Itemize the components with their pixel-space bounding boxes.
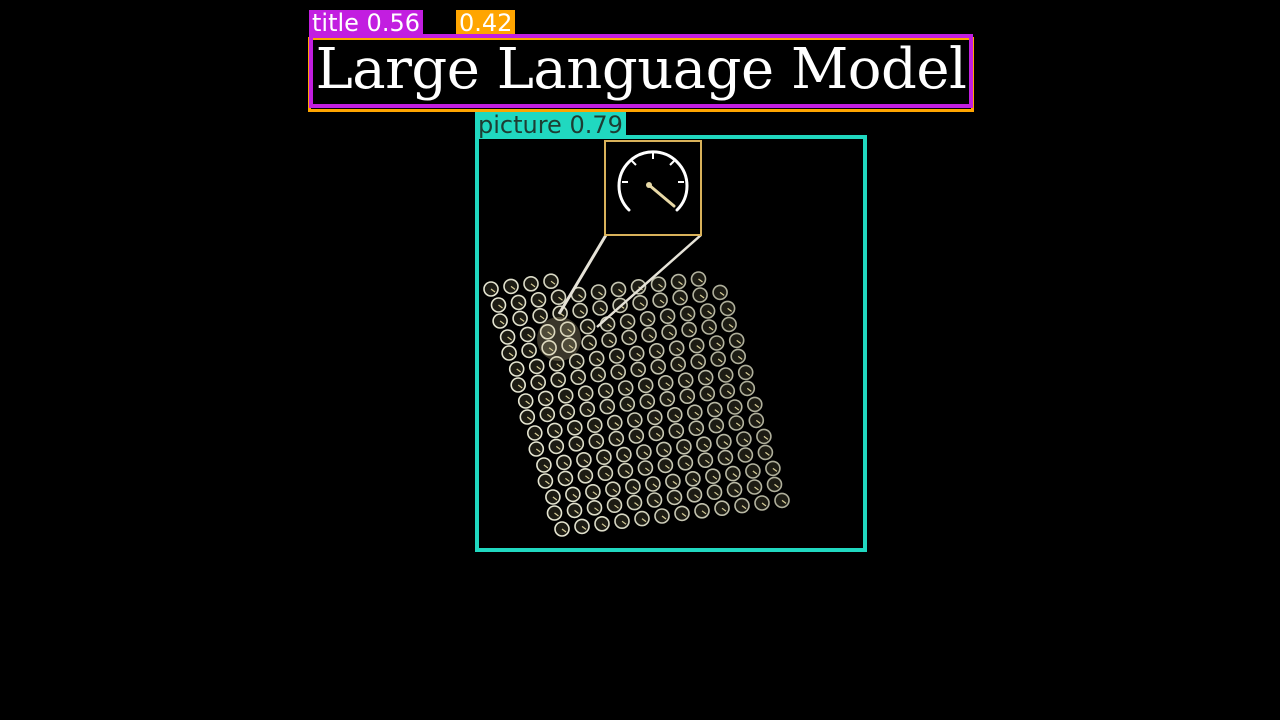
- dial-grid-illustration: [483, 140, 790, 537]
- detection-label-title-1: title 0.56: [309, 10, 423, 37]
- detection-label-picture: picture 0.79: [475, 112, 626, 139]
- dial-grid: [483, 271, 790, 537]
- slide-title: Large Language Model: [315, 37, 967, 102]
- gauge-icon: [604, 140, 702, 236]
- magnify-lines: [557, 234, 702, 328]
- detection-box-picture: [475, 135, 867, 552]
- detection-label-title-2: 0.42: [456, 10, 516, 37]
- detection-box-title-1: [309, 34, 973, 108]
- dial-grid-picture: [479, 139, 863, 548]
